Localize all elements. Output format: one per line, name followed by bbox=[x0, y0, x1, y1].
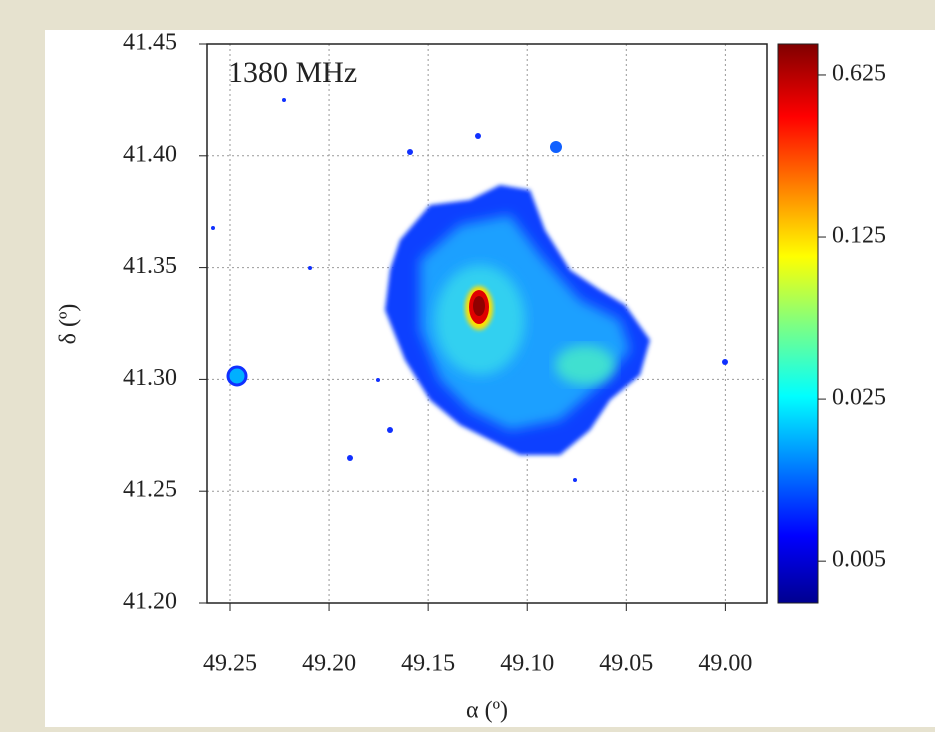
x-tick-label: 49.20 bbox=[302, 651, 356, 677]
y-tick-label: 41.25 bbox=[123, 477, 177, 503]
x-axis-label: α (º) bbox=[466, 698, 508, 724]
x-tick-label: 49.15 bbox=[401, 651, 455, 677]
x-tick-label: 49.25 bbox=[203, 651, 257, 677]
y-tick-label: 41.30 bbox=[123, 365, 177, 391]
y-tick-label: 41.35 bbox=[123, 253, 177, 279]
x-tick-label: 49.05 bbox=[599, 651, 653, 677]
y-tick-label: 41.20 bbox=[123, 589, 177, 615]
y-tick-label: 41.40 bbox=[123, 141, 177, 167]
radio-emission bbox=[211, 98, 728, 482]
x-tick-label: 49.10 bbox=[500, 651, 554, 677]
colorbar-tick-label: 0.005 bbox=[832, 547, 886, 573]
y-axis-label: δ (º) bbox=[56, 304, 82, 345]
annotation: 1380 MHz bbox=[228, 56, 357, 89]
colorbar bbox=[777, 43, 819, 604]
plot-frame bbox=[206, 43, 768, 604]
y-tick-label: 41.45 bbox=[123, 30, 177, 56]
x-tick-label: 49.00 bbox=[698, 651, 752, 677]
colorbar-tick-label: 0.125 bbox=[832, 223, 886, 249]
colorbar-tick-label: 0.025 bbox=[832, 385, 886, 411]
colorbar-tick-label: 0.625 bbox=[832, 60, 886, 86]
